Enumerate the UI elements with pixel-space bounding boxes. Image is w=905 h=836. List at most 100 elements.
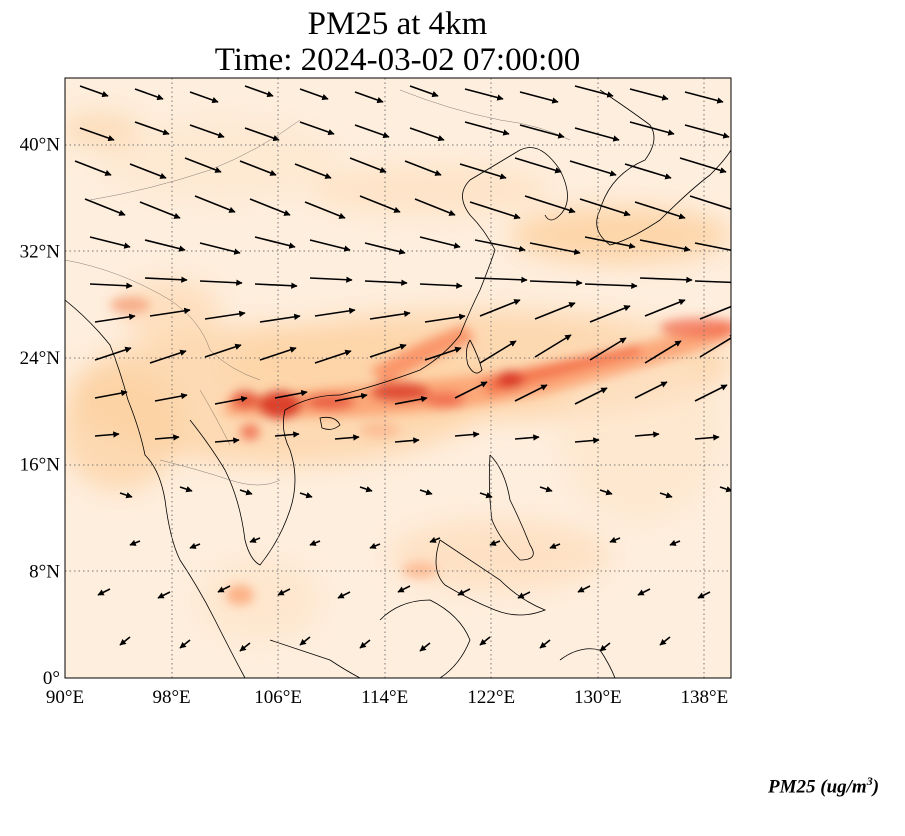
wind-arrow <box>314 349 352 364</box>
wind-arrow <box>304 201 346 219</box>
wind-arrow <box>419 236 461 249</box>
wind-arrow <box>179 639 191 649</box>
wind-arrow <box>429 536 441 543</box>
wind-arrow <box>574 127 620 142</box>
wind-arrow <box>694 242 731 252</box>
wind-arrow <box>694 280 731 284</box>
wind-arrow <box>454 381 488 399</box>
plot-title-variable: PM25 at 4km <box>307 6 488 42</box>
wind-arrow <box>659 492 673 499</box>
lon-tick-labels: 90°E 98°E 106°E 114°E 122°E 130°E 138°E <box>46 687 728 708</box>
wind-arrow <box>404 160 442 176</box>
wind-arrow <box>204 343 242 358</box>
wind-arrow <box>239 642 251 652</box>
wind-arrow <box>549 542 561 549</box>
wind-arrow <box>354 91 384 104</box>
wind-arrow <box>689 195 731 210</box>
wind-arrow <box>74 160 112 176</box>
wind-arrow <box>129 539 141 546</box>
wind-arrow <box>199 242 241 255</box>
wind-arrow <box>534 334 572 358</box>
wind-arrow <box>424 346 462 361</box>
wind-arrow <box>574 85 614 98</box>
wind-arrow <box>539 486 553 493</box>
wind-arrow <box>514 157 562 174</box>
wind-arrow <box>189 91 219 104</box>
wind-arrow <box>119 492 133 499</box>
wind-arrow <box>679 157 727 174</box>
wind-arrow <box>519 124 565 139</box>
wind-arrow <box>629 121 675 136</box>
wind-arrow <box>134 88 164 101</box>
wind-arrow <box>634 381 668 399</box>
wind-arrow <box>364 242 406 255</box>
wind-arrow <box>309 239 351 252</box>
lat-tick-label: 16°N <box>20 455 61 476</box>
map-frame <box>64 77 732 679</box>
wind-arrow <box>359 639 371 649</box>
lat-tick-label: 8°N <box>29 561 60 582</box>
wind-arrow <box>144 239 186 252</box>
wind-arrow <box>299 492 313 499</box>
wind-arrow <box>479 299 521 317</box>
wind-arrow <box>359 195 401 213</box>
wind-arrow <box>419 282 463 289</box>
wind-arrow <box>464 121 510 136</box>
wind-arrow <box>424 313 466 323</box>
wind-arrow <box>469 201 521 220</box>
wind-arrow <box>457 588 471 596</box>
wind-arrow <box>254 236 296 249</box>
wind-arrow <box>179 486 193 493</box>
wind-arrow <box>577 585 591 593</box>
wind-arrow <box>659 636 671 646</box>
wind-arrow <box>409 85 439 98</box>
wind-arrow <box>154 434 180 441</box>
wind-arrow <box>184 157 222 173</box>
wind-arrow <box>84 198 126 216</box>
wind-arrow <box>584 236 636 250</box>
wind-arrow <box>639 276 693 283</box>
wind-arrow <box>214 437 240 444</box>
plot-title-time: Time: 2024-03-02 07:00:00 <box>214 42 581 78</box>
wind-arrow <box>369 343 407 358</box>
wind-arrow <box>574 387 608 405</box>
wind-arrow <box>609 536 621 543</box>
wind-arrow <box>394 395 428 405</box>
lon-tick-label: 114°E <box>361 687 408 708</box>
pm25-field-broad <box>65 112 730 640</box>
wind-arrow <box>644 340 682 364</box>
wind-arrow <box>244 127 280 142</box>
wind-arrow <box>524 195 576 214</box>
lat-tick-label: 24°N <box>20 348 61 369</box>
wind-arrow <box>474 239 526 253</box>
wind-arrow <box>519 91 559 104</box>
wind-arrow <box>637 588 651 596</box>
wind-arrow <box>419 642 431 652</box>
map-area <box>65 78 731 678</box>
wind-arrow <box>397 585 411 593</box>
wind-arrow <box>669 539 681 546</box>
lat-tick-label: 32°N <box>20 241 61 262</box>
wind-arrow <box>299 121 335 136</box>
wind-arrow <box>157 591 171 599</box>
wind-arrow <box>309 276 353 283</box>
wind-arrow <box>464 88 504 101</box>
wind-arrow <box>584 282 638 289</box>
wind-arrow <box>454 431 480 438</box>
wind-arrow <box>189 124 225 139</box>
wind-arrow <box>249 536 261 543</box>
wind-arrow <box>644 299 686 317</box>
wind-arrow <box>359 486 373 493</box>
wind-arrow <box>119 636 131 646</box>
wind-arrow <box>89 236 131 249</box>
wind-arrow <box>259 346 297 361</box>
pm25-plume <box>110 297 731 605</box>
wind-arrow <box>79 127 115 142</box>
wind-arrow <box>94 346 132 361</box>
wind-arrow <box>694 384 728 402</box>
wind-arrow <box>334 392 368 402</box>
wind-arrow <box>199 279 243 286</box>
wind-arrow <box>514 434 540 441</box>
lat-tick-label: 40°N <box>20 135 61 156</box>
wind-arrow <box>697 591 711 599</box>
